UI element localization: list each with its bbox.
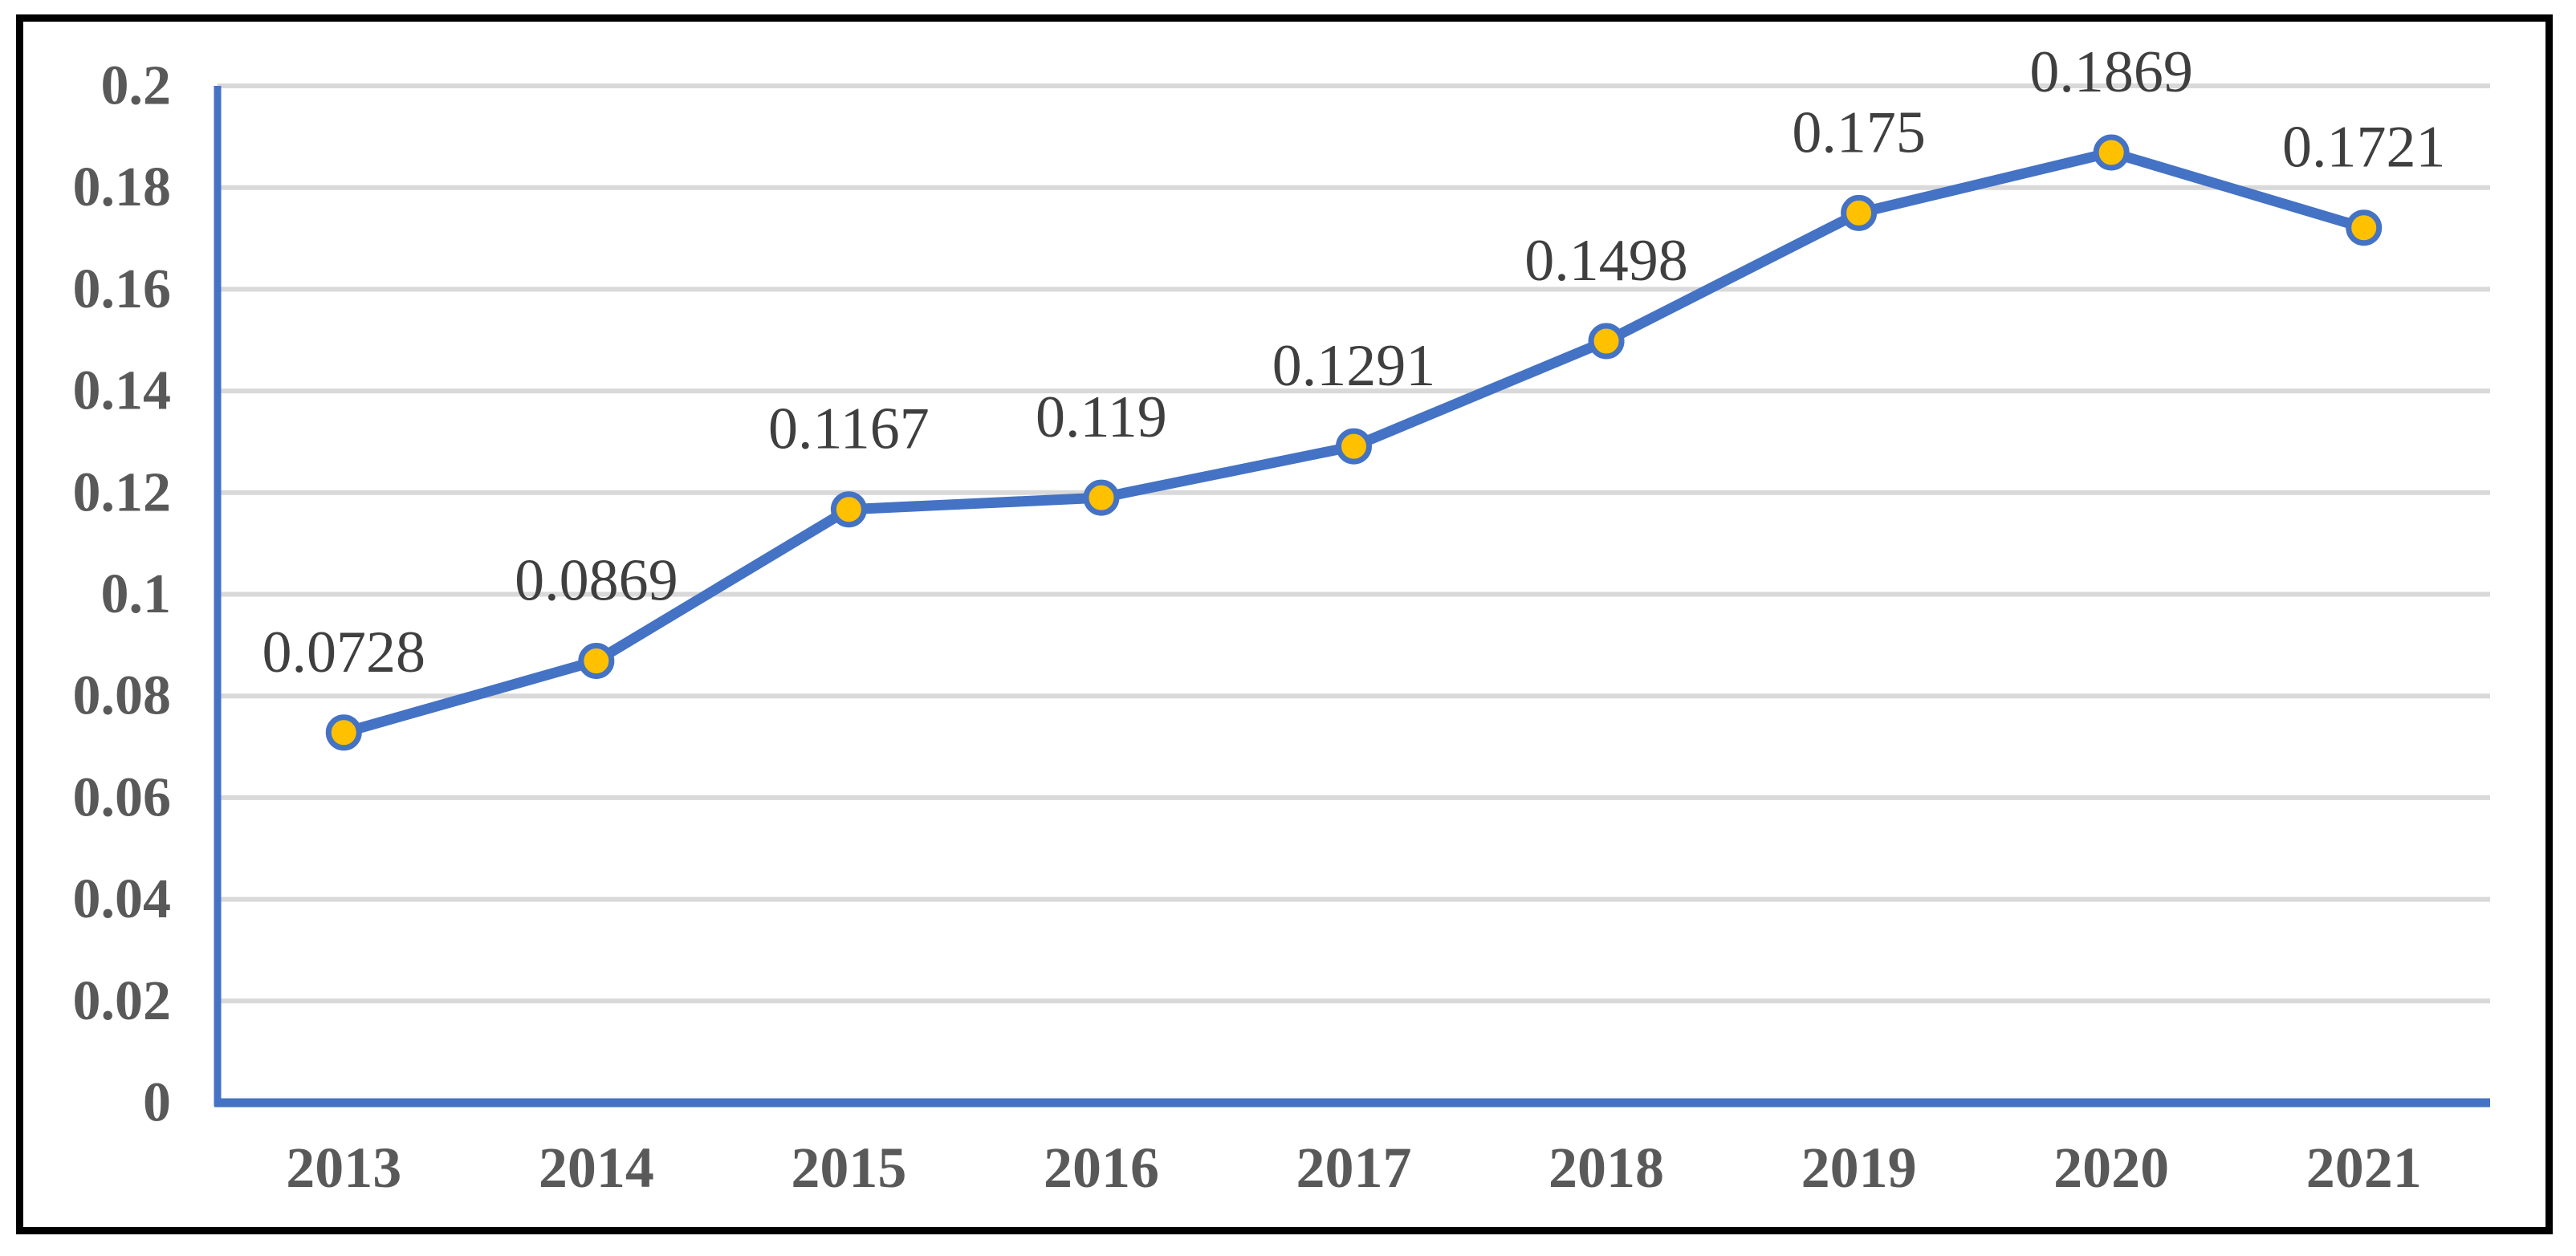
- data-point-marker-2013: [325, 714, 362, 751]
- data-label-2021: 0.1721: [2282, 115, 2446, 181]
- x-category-label-2017: 2017: [1296, 1136, 1412, 1200]
- series-group: [325, 134, 2383, 751]
- data-point-marker-2014: [578, 642, 615, 679]
- data-point-marker-2017: [1336, 428, 1372, 465]
- y-tick-label: 0.14: [73, 360, 172, 422]
- x-axis-category-labels-group: 2013 2014 2015 2016 2017 2018 2019 2020 2021: [286, 1136, 2421, 1200]
- x-category-label-2018: 2018: [1548, 1136, 1664, 1200]
- x-category-label-2016: 2016: [1044, 1136, 1159, 1200]
- data-point-marker-2020: [2093, 134, 2130, 171]
- y-tick-label: 0.2: [101, 55, 172, 117]
- data-labels-group: 0.0728 0.0869 0.1167 0.119 0.1291 0.1498 0.175…: [262, 39, 2446, 685]
- y-tick-label: 0.08: [73, 665, 172, 727]
- y-tick-label: 0: [143, 1072, 171, 1134]
- x-category-label-2014: 2014: [539, 1136, 654, 1200]
- axes-group: [214, 86, 2490, 1108]
- gridlines-group: [218, 83, 2490, 1004]
- y-tick-label: 0.16: [73, 258, 172, 320]
- data-label-2014: 0.0869: [515, 547, 678, 613]
- x-category-label-2021: 2021: [2306, 1136, 2422, 1200]
- data-point-marker-2021: [2346, 209, 2383, 246]
- y-tick-label: 0.12: [73, 461, 172, 523]
- data-point-marker-2016: [1083, 479, 1120, 516]
- data-point-marker-2019: [1841, 194, 1878, 231]
- x-category-label-2020: 2020: [2053, 1136, 2169, 1200]
- x-category-label-2019: 2019: [1801, 1136, 1917, 1200]
- data-label-2019: 0.175: [1792, 100, 1926, 165]
- data-label-2017: 0.1291: [1272, 333, 1436, 399]
- y-tick-label: 0.02: [73, 970, 172, 1032]
- y-tick-label: 0.04: [73, 868, 172, 930]
- y-tick-label: 0.18: [73, 156, 172, 218]
- data-point-marker-2018: [1588, 323, 1625, 360]
- y-axis-tick-labels-group: 0 0.02 0.04 0.06 0.08 0.1 0.12 0.14 0.16 0.18 0.2: [73, 55, 172, 1134]
- x-category-label-2015: 2015: [791, 1136, 906, 1200]
- data-label-2015: 0.1167: [768, 396, 930, 462]
- data-label-2013: 0.0728: [262, 620, 426, 685]
- x-category-label-2013: 2013: [286, 1136, 401, 1200]
- data-label-2016: 0.119: [1036, 384, 1167, 450]
- y-tick-label: 0.06: [73, 766, 172, 828]
- data-label-2018: 0.1498: [1524, 228, 1688, 294]
- data-label-2020: 0.1869: [2029, 39, 2193, 105]
- data-point-marker-2015: [830, 491, 867, 528]
- y-tick-label: 0.1: [101, 563, 172, 625]
